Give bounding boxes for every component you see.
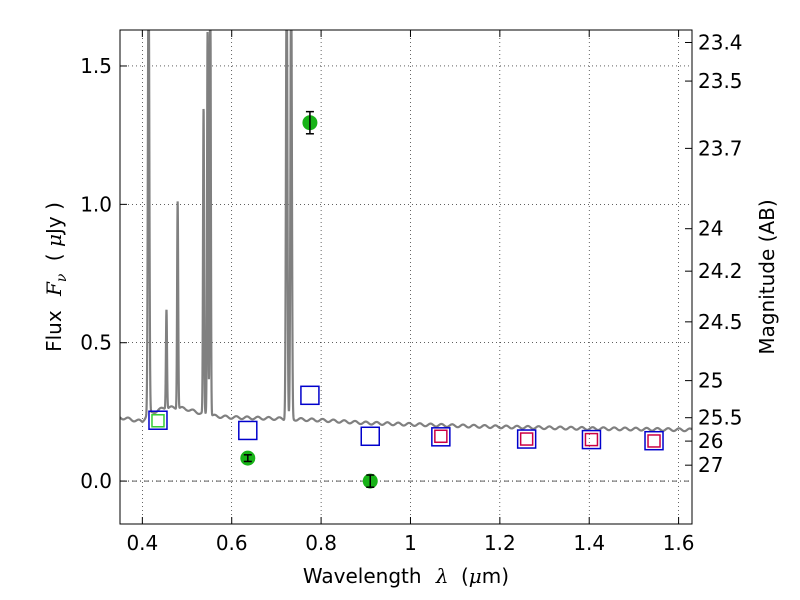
magnitude-tick-label: 25 <box>698 369 723 393</box>
model-flux-square <box>434 429 448 444</box>
model-spectrum-line <box>120 30 692 433</box>
x-ticks: 0.4 0.6 0.8 1 1.2 1.4 1.6 <box>126 30 695 555</box>
x-tick-label: 1.2 <box>484 531 516 555</box>
photometry-points <box>148 110 664 489</box>
magnitude-tick-label: 24.2 <box>698 259 743 283</box>
model-flux-square <box>238 420 258 441</box>
model-flux-square <box>581 429 602 450</box>
magnitude-tick-label: 24 <box>698 217 723 241</box>
x-tick-label: 1.6 <box>663 531 695 555</box>
magnitude-axis-title: Magnitude (AB) <box>755 199 779 354</box>
y-tick-label: 1.5 <box>80 54 112 78</box>
model-flux-square <box>431 427 451 447</box>
magnitude-tick-label: 23.4 <box>698 30 743 54</box>
x-tick-label: 0.8 <box>305 531 337 555</box>
magnitude-tick-label: 27 <box>698 453 723 477</box>
model-flux-square <box>644 430 664 451</box>
y-tick-label: 0.5 <box>80 331 112 355</box>
model-flux-square <box>148 410 168 430</box>
y-tick-label: 0.0 <box>80 469 112 493</box>
x-tick-label: 0.4 <box>126 531 158 555</box>
model-flux-square <box>584 432 599 447</box>
model-flux-square <box>151 414 165 428</box>
magnitude-tick-label: 26 <box>698 429 723 453</box>
x-axis-title: Wavelength λ (μm) <box>303 564 509 588</box>
y-axis-title: Flux Fν ( μJy ) <box>42 202 71 352</box>
x-tick-label: 1 <box>404 531 417 555</box>
model-flux-square <box>647 434 661 448</box>
model-flux-square <box>300 385 320 406</box>
y-tick-label: 1.0 <box>80 192 112 216</box>
model-flux-square <box>360 426 380 447</box>
x-tick-label: 0.6 <box>216 531 248 555</box>
magnitude-tick-label: 23.5 <box>698 69 743 93</box>
plot-frame <box>119 29 693 525</box>
magnitude-tick-label: 23.7 <box>698 136 743 160</box>
model-spectrum <box>120 30 692 433</box>
grid <box>120 30 692 524</box>
model-flux-square <box>519 432 534 446</box>
magnitude-tick-label: 25.5 <box>698 406 743 430</box>
y-ticks: 0.0 0.5 1.0 1.5 <box>80 54 127 493</box>
model-flux-square <box>516 429 537 449</box>
x-tick-label: 1.4 <box>573 531 605 555</box>
magnitude-tick-label: 24.5 <box>698 310 743 334</box>
